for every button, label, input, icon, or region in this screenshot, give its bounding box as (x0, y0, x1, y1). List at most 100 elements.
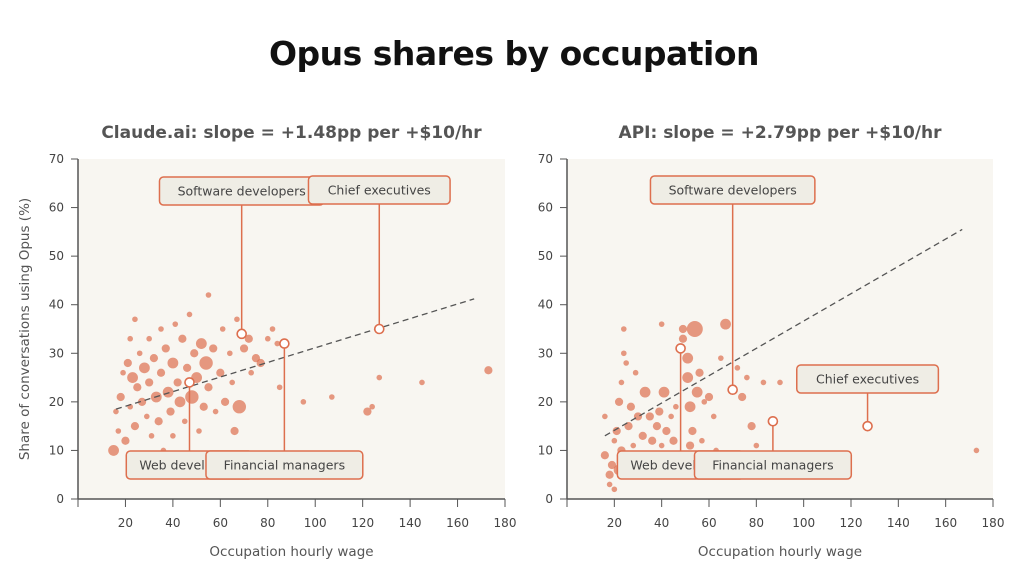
data-point (618, 379, 625, 386)
data-point (209, 344, 218, 353)
data-point (133, 383, 142, 392)
data-point (205, 292, 212, 298)
data-point (678, 334, 688, 343)
data-point (658, 386, 670, 398)
data-point (173, 378, 182, 387)
data-point (145, 378, 154, 387)
plot-area (78, 159, 505, 499)
x-tick-label: 140 (887, 516, 910, 530)
data-point (146, 335, 152, 342)
x-tick-label: 100 (304, 516, 327, 530)
callout-box (796, 364, 940, 394)
data-point (167, 357, 179, 369)
y-tick-label: 40 (538, 298, 553, 312)
data-point (264, 335, 271, 342)
data-point (652, 422, 662, 431)
data-point (121, 436, 130, 445)
data-point (632, 369, 639, 376)
data-point (185, 390, 199, 404)
x-tick-label: 180 (982, 516, 1005, 530)
data-point (734, 365, 741, 371)
data-point (673, 403, 679, 410)
data-point (633, 412, 643, 421)
y-tick-label: 10 (49, 443, 64, 457)
highlight-point (184, 377, 195, 388)
x-tick-label: 40 (654, 516, 669, 530)
data-point (127, 372, 138, 383)
data-point (710, 413, 717, 420)
data-point (626, 402, 636, 411)
data-point (234, 316, 240, 323)
x-tick-label: 120 (351, 516, 374, 530)
x-tick-label: 120 (840, 516, 863, 530)
data-point (183, 363, 192, 372)
chart-1: API: slope = +2.79pp per +$10/hr Occupati… (538, 123, 1005, 560)
y-tick-label: 10 (538, 443, 553, 457)
data-point (684, 401, 696, 413)
data-point (691, 386, 703, 398)
data-point (239, 344, 249, 353)
callout-label: Chief executives (816, 372, 919, 387)
x-tick-label: 20 (607, 516, 622, 530)
data-point (607, 460, 617, 470)
data-point (156, 368, 166, 377)
data-point (701, 399, 708, 405)
data-point (611, 437, 618, 444)
data-point (655, 407, 664, 416)
highlight-point (279, 338, 290, 349)
y-tick-label: 60 (49, 201, 64, 215)
data-point (329, 394, 335, 400)
data-point (195, 338, 207, 349)
data-point (658, 442, 665, 449)
data-point (186, 311, 193, 318)
highlight-point (727, 384, 738, 396)
data-point (204, 383, 213, 392)
y-tick-label: 30 (538, 346, 553, 360)
data-point (419, 379, 425, 386)
data-point (166, 407, 175, 416)
data-point (174, 396, 186, 408)
highlight-point (675, 343, 686, 354)
highlight-point (373, 323, 385, 335)
data-point (190, 349, 199, 358)
data-point (132, 316, 138, 323)
y-tick-label: 70 (49, 152, 64, 166)
x-tick-label: 180 (494, 516, 517, 530)
data-point (300, 399, 307, 405)
data-point (172, 321, 179, 327)
data-point (256, 358, 265, 368)
data-point (699, 437, 705, 444)
y-tick-label: 30 (49, 346, 64, 360)
data-point (720, 318, 731, 330)
x-tick-label: 80 (749, 516, 764, 530)
data-point (695, 368, 704, 377)
data-point (216, 368, 225, 377)
data-point (638, 431, 647, 440)
data-point (196, 428, 202, 434)
data-point (688, 426, 697, 436)
data-point (248, 369, 254, 376)
data-point (630, 442, 637, 449)
data-point (139, 362, 150, 374)
data-point (682, 372, 694, 383)
data-point (227, 350, 233, 357)
callout-box (205, 450, 364, 480)
data-point (363, 407, 372, 416)
y-tick-label: 40 (49, 298, 64, 312)
y-tick-label: 20 (49, 395, 64, 409)
data-point (120, 369, 126, 376)
x-tick-label: 20 (118, 516, 133, 530)
data-point (113, 408, 119, 415)
x-tick-label: 40 (165, 516, 180, 530)
y-tick-label: 70 (538, 152, 553, 166)
plot-area (567, 159, 993, 499)
x-tick-label: 100 (792, 516, 815, 530)
data-point (220, 397, 230, 406)
data-point (623, 360, 629, 366)
data-point (123, 358, 132, 368)
data-point (662, 426, 671, 436)
data-point (376, 374, 383, 381)
data-point (136, 350, 143, 357)
data-point (718, 355, 724, 361)
data-point (760, 379, 767, 386)
